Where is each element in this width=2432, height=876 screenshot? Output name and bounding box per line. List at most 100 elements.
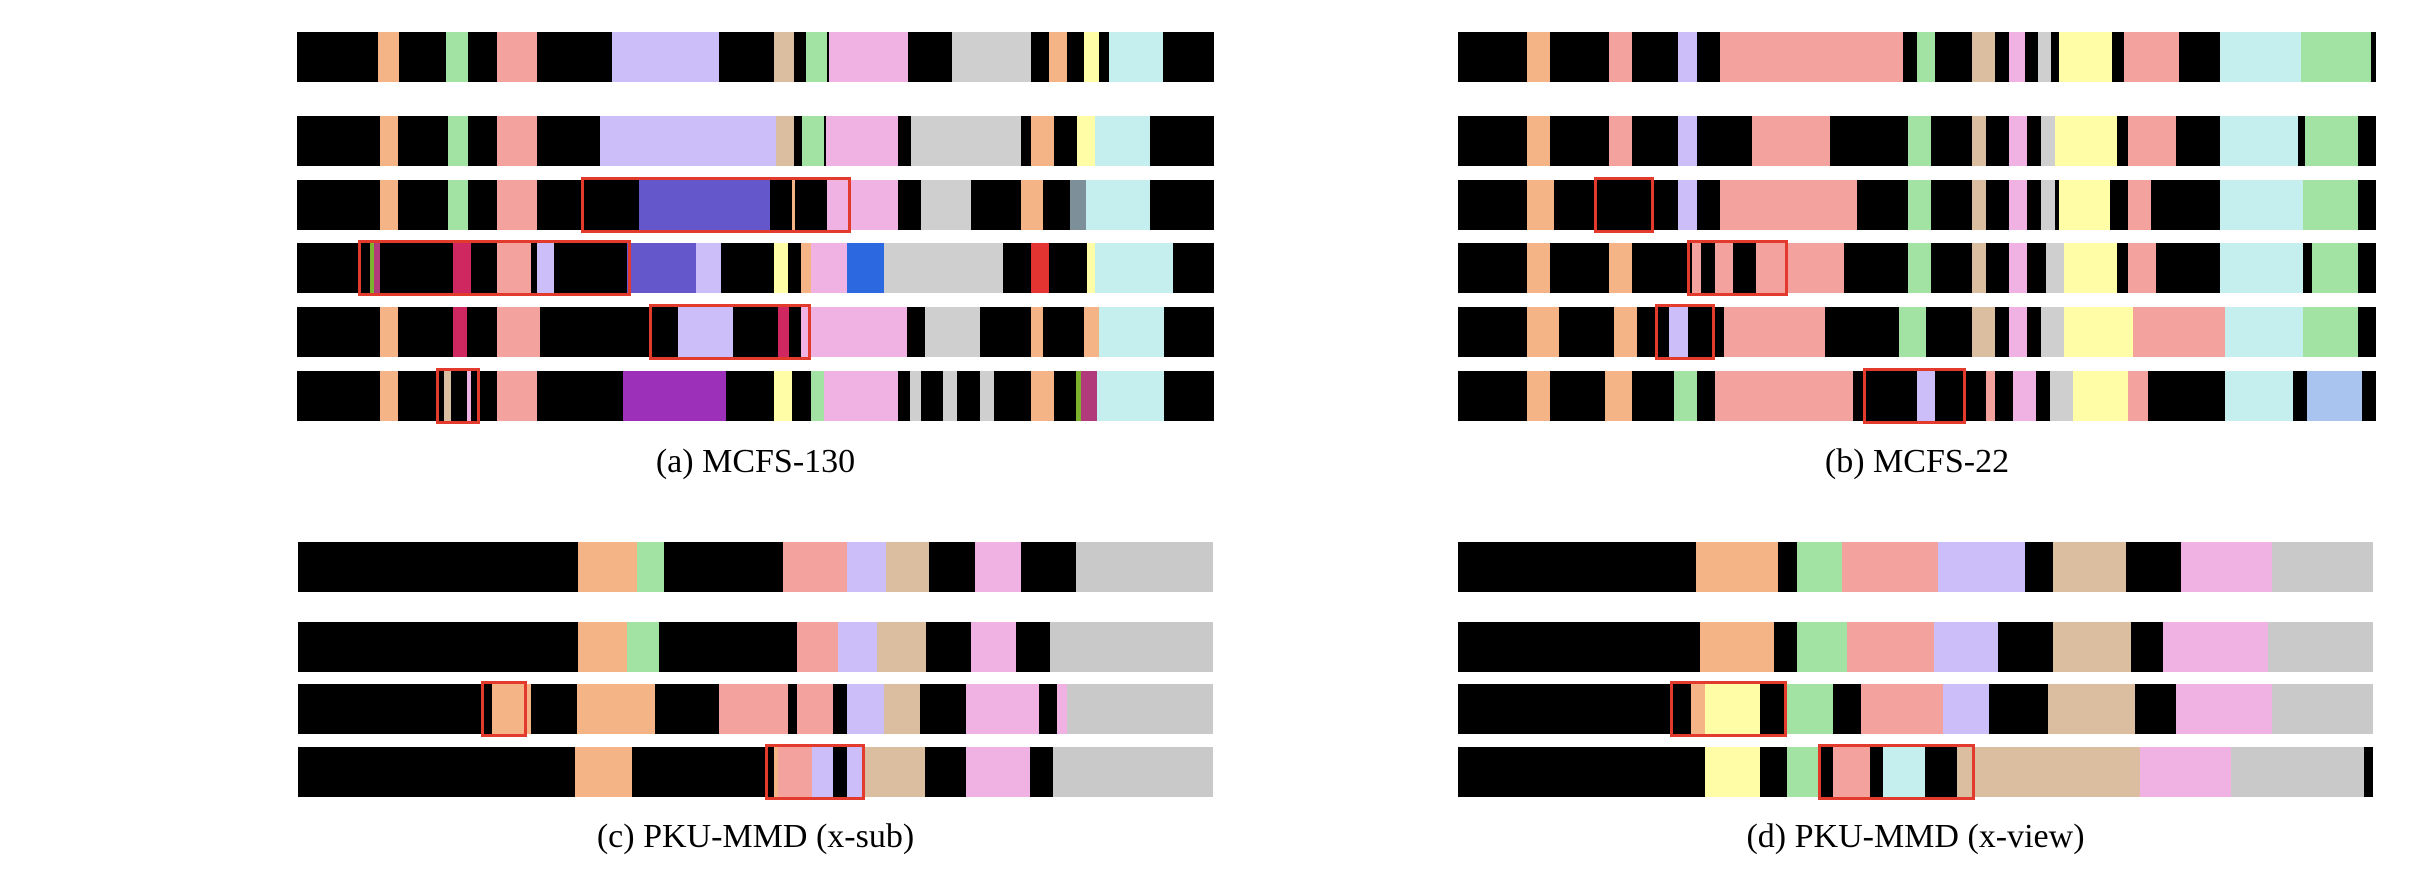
- action-segment: [792, 180, 795, 230]
- action-segment: [1903, 32, 1917, 82]
- action-segment: [1842, 542, 1938, 592]
- error-highlight-box: [1655, 304, 1715, 360]
- action-segment: [467, 371, 471, 421]
- action-segment: [1605, 371, 1632, 421]
- action-segment: [2220, 180, 2303, 230]
- action-segment: [2110, 180, 2128, 230]
- action-segment: [655, 684, 719, 734]
- action-segment: [1095, 243, 1173, 293]
- action-segment: [627, 622, 659, 672]
- action-segment: [811, 371, 824, 421]
- action-segment: [1986, 116, 2009, 166]
- action-segment: [1554, 180, 1678, 230]
- action-segment: [797, 684, 833, 734]
- action-segment: [877, 622, 926, 672]
- action-segment: [483, 684, 492, 734]
- action-segment: [726, 371, 774, 421]
- segmentation-bar: [1458, 116, 2376, 166]
- action-segment: [1696, 542, 1778, 592]
- error-highlight-box: [581, 177, 851, 233]
- action-segment: [1003, 243, 1031, 293]
- action-segment: [1099, 32, 1109, 82]
- action-segment: [1109, 32, 1163, 82]
- action-segment: [297, 180, 380, 230]
- action-segment: [2124, 32, 2179, 82]
- action-segment: [1756, 243, 1844, 293]
- action-segment: [806, 32, 827, 82]
- action-segment: [1053, 747, 1213, 797]
- action-segment: [1833, 747, 1870, 797]
- action-segment: [847, 747, 865, 797]
- action-segment: [898, 116, 911, 166]
- action-segment: [497, 371, 537, 421]
- action-segment: [1797, 622, 1847, 672]
- action-segment: [952, 32, 1031, 82]
- segmentation-bar: [297, 180, 1214, 230]
- action-segment: [1925, 747, 1957, 797]
- action-segment: [1039, 684, 1057, 734]
- action-segment: [1067, 32, 1084, 82]
- action-segment: [577, 684, 655, 734]
- action-segment: [2225, 307, 2303, 357]
- action-segment: [824, 371, 898, 421]
- error-highlight-box: [1594, 177, 1654, 233]
- action-segment: [1050, 622, 1213, 672]
- action-segment: [380, 180, 398, 230]
- panel-caption: (b) MCFS-22: [1824, 443, 2010, 480]
- action-segment: [1609, 243, 1632, 293]
- action-segment: [2220, 116, 2298, 166]
- action-segment: [994, 371, 1031, 421]
- action-segment: [1760, 747, 1787, 797]
- action-segment: [1043, 180, 1070, 230]
- action-segment: [1844, 243, 1908, 293]
- action-segment: [1076, 371, 1081, 421]
- action-segment: [1458, 684, 1691, 734]
- action-segment: [1688, 307, 1724, 357]
- action-segment: [1986, 371, 1995, 421]
- action-segment: [1458, 116, 1527, 166]
- action-segment: [2064, 307, 2133, 357]
- action-segment: [2220, 32, 2301, 82]
- action-segment: [298, 622, 578, 672]
- action-segment: [1995, 32, 2009, 82]
- action-segment: [2312, 243, 2358, 293]
- action-segment: [2151, 180, 2220, 230]
- action-segment: [783, 542, 847, 592]
- action-segment: [847, 684, 884, 734]
- action-segment: [2046, 243, 2064, 293]
- action-segment: [1935, 371, 1986, 421]
- action-segment: [398, 180, 448, 230]
- action-segment: [1998, 622, 2053, 672]
- action-segment: [1527, 32, 1550, 82]
- action-segment: [1934, 622, 1998, 672]
- segmentation-bar: [1458, 747, 2373, 797]
- action-segment: [797, 622, 838, 672]
- action-segment: [1084, 307, 1099, 357]
- action-segment: [1830, 116, 1908, 166]
- action-segment: [297, 371, 380, 421]
- action-segment: [678, 307, 733, 357]
- action-segment: [833, 684, 847, 734]
- action-segment: [1972, 243, 1986, 293]
- action-segment: [774, 371, 792, 421]
- action-segment: [721, 243, 774, 293]
- action-segment: [297, 307, 380, 357]
- action-segment: [865, 747, 925, 797]
- action-segment: [1995, 371, 2013, 421]
- action-segment: [1678, 32, 1697, 82]
- action-segment: [1031, 116, 1054, 166]
- action-segment: [2053, 542, 2126, 592]
- action-segment: [537, 116, 600, 166]
- action-segment: [2181, 542, 2272, 592]
- action-segment: [1049, 32, 1067, 82]
- action-segment: [847, 243, 884, 293]
- action-segment: [1697, 180, 1720, 230]
- segmentation-bar: [1458, 243, 2376, 293]
- panel-caption: (d) PKU-MMD (x-view): [1746, 818, 2085, 855]
- action-segment: [2371, 32, 2376, 82]
- action-segment: [719, 32, 774, 82]
- action-segment: [925, 747, 966, 797]
- action-segment: [929, 542, 975, 592]
- action-segment: [1861, 684, 1943, 734]
- action-segment: [1031, 307, 1043, 357]
